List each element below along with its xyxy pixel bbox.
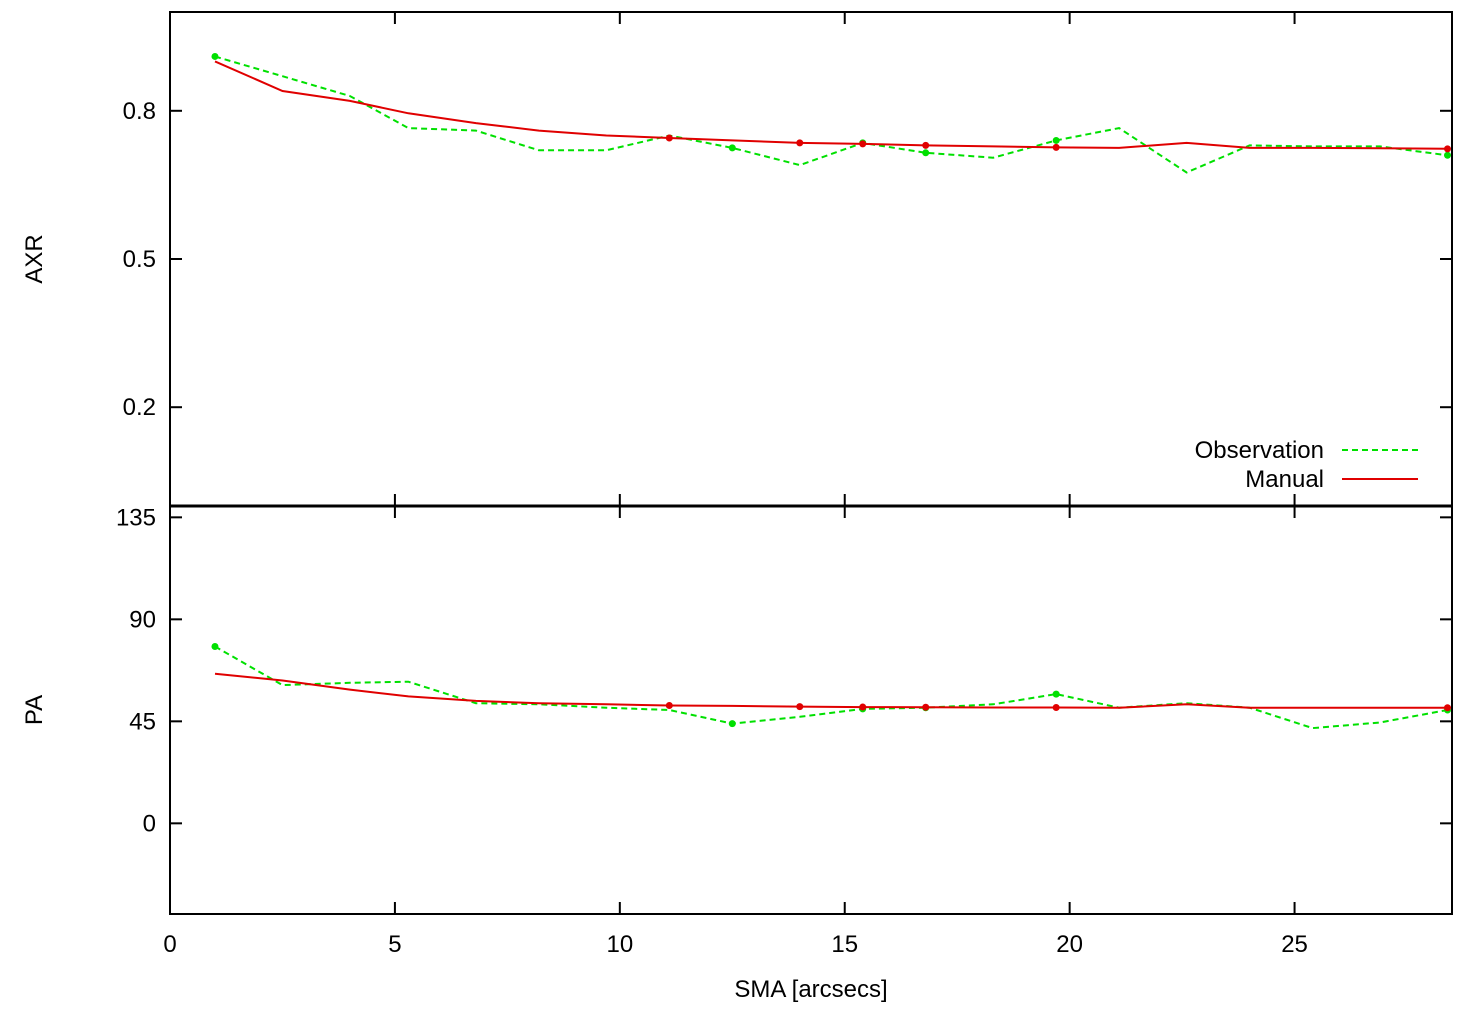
x-tick-label: 0	[163, 931, 176, 958]
tick-layer: 0.2 0.5 0.8 0 45 90 135 0 5 10 15 20 25	[116, 12, 1452, 958]
data-point-observation	[728, 144, 736, 152]
y-tick-label: 0.5	[123, 246, 156, 273]
bottom-y-axis-label: PA	[21, 695, 48, 725]
data-point-observation	[1052, 136, 1060, 144]
y-tick-label: 0.2	[123, 394, 156, 421]
data-point-manual	[1444, 704, 1452, 712]
data-point-observation	[211, 52, 219, 60]
data-point-observation	[728, 720, 736, 728]
data-point-manual	[859, 703, 867, 711]
data-point-observation	[211, 643, 219, 651]
y-tick-label: 0.8	[123, 98, 156, 125]
data-point-observation	[1052, 690, 1060, 698]
data-point-manual	[1444, 145, 1452, 153]
series-line-manual	[214, 672, 1448, 709]
series-line-observation	[214, 55, 1448, 174]
data-point-manual	[922, 703, 930, 711]
y-tick-label: 45	[129, 708, 156, 735]
x-tick-label: 5	[388, 931, 401, 958]
data-point-manual	[796, 703, 804, 711]
x-tick-label: 10	[606, 931, 633, 958]
data-point-observation	[922, 149, 930, 157]
x-axis-label: SMA [arcsecs]	[734, 976, 887, 1003]
data-point-manual	[1052, 704, 1060, 712]
legend-label-observation: Observation	[1195, 437, 1324, 464]
data-point-manual	[665, 701, 673, 709]
y-tick-label: 90	[129, 606, 156, 633]
series-layer	[211, 52, 1452, 730]
series-line-manual	[214, 60, 1448, 150]
data-point-manual	[665, 134, 673, 142]
data-point-observation	[1444, 151, 1452, 159]
legend-label-manual: Manual	[1245, 466, 1324, 493]
y-tick-label: 135	[116, 504, 156, 531]
data-point-manual	[859, 140, 867, 148]
x-tick-label: 15	[831, 931, 858, 958]
data-point-manual	[922, 141, 930, 149]
x-tick-label: 20	[1056, 931, 1083, 958]
x-tick-label: 25	[1281, 931, 1308, 958]
top-y-axis-label: AXR	[21, 234, 48, 283]
data-point-manual	[1052, 143, 1060, 151]
y-tick-label: 0	[143, 810, 156, 837]
data-point-manual	[796, 139, 804, 147]
